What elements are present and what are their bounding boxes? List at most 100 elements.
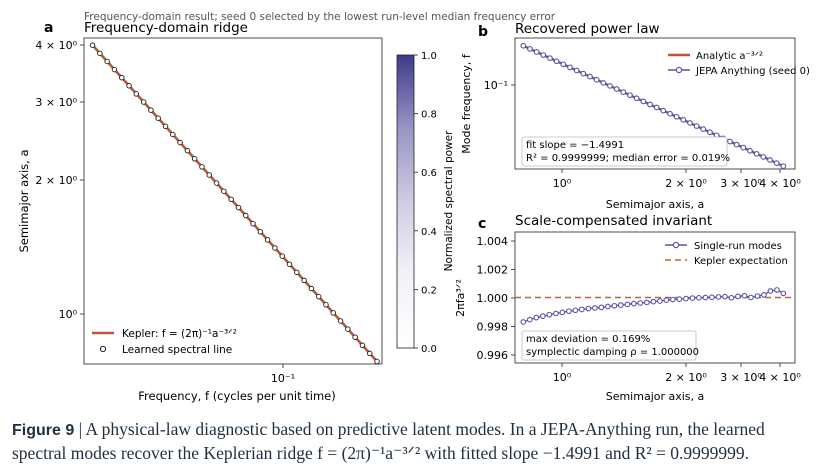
learned-spectral-point — [177, 139, 183, 146]
single-run-point — [735, 293, 741, 300]
colorbar-tick-label: 1.0 — [421, 51, 437, 62]
single-run-point — [553, 310, 559, 317]
single-run-point — [767, 288, 774, 294]
panel-b-stats-line2: R² = 0.9999999; median error = 0.019% — [526, 153, 730, 164]
single-run-point — [689, 295, 696, 301]
single-run-point — [754, 293, 761, 299]
panel-b-yticks: 10⁻¹ — [484, 79, 515, 92]
jepa-point — [687, 120, 693, 126]
single-run-point — [728, 294, 735, 301]
jepa-point — [633, 95, 640, 102]
jepa-point — [707, 129, 713, 136]
panel-b-letter: b — [478, 24, 488, 40]
jepa-point — [540, 52, 547, 58]
jepa-point — [647, 101, 653, 108]
jepa-point — [527, 46, 533, 52]
single-run-point — [644, 299, 650, 306]
panel-a-title: Frequency-domain ridge — [84, 20, 248, 36]
single-run-point — [722, 293, 728, 300]
jepa-point — [760, 154, 767, 160]
learned-spectral-point — [228, 196, 234, 203]
learned-spectral-point — [337, 318, 344, 324]
learned-spectral-point — [242, 212, 249, 219]
kepler-line — [91, 44, 379, 363]
learned-spectral-point — [345, 326, 351, 332]
learned-spectral-point — [323, 302, 329, 308]
panel-c: c Scale-compensated invariant 2πfa³ᐟ² Se… — [454, 213, 801, 403]
learned-spectral-point — [148, 107, 154, 113]
panel-c-xtick-label: 10⁰ — [553, 371, 572, 384]
jepa-point — [560, 61, 567, 68]
single-run-point — [702, 294, 709, 301]
colorbar-tick-label: 0.4 — [421, 227, 437, 238]
jepa-point — [667, 110, 673, 117]
panel-a-xticks: 10⁻¹ — [271, 364, 295, 385]
jepa-point — [607, 83, 613, 89]
jepa-point — [620, 89, 627, 95]
panel-c-xtick-label: 3 × 10⁰ — [720, 371, 762, 384]
jepa-point — [547, 55, 553, 61]
colorbar-tick-label: 0.2 — [421, 285, 437, 296]
panel-b: b Recovered power law Mode frequency, f … — [460, 21, 810, 211]
panel-a-yticks: 4 × 10⁰ 3 × 10⁰ 2 × 10⁰ 10⁰ — [35, 39, 84, 321]
learned-spectral-point — [308, 285, 315, 292]
learned-spectral-point — [221, 188, 227, 194]
single-run-point — [774, 287, 780, 293]
panel-a-legend: Kepler: f = (2π)⁻¹a⁻³ᐟ² Learned spectral… — [92, 328, 237, 356]
panel-a-legend-line-label: Kepler: f = (2π)⁻¹a⁻³ᐟ² — [122, 328, 237, 340]
panel-b-ylabel: Mode frequency, f — [460, 53, 473, 154]
panel-c-ytick-label: 0.998 — [477, 321, 509, 334]
learned-spectral-point — [191, 156, 198, 162]
panel-b-stats-line1: fit slope = −1.4991 — [526, 140, 624, 151]
jepa-point — [580, 70, 587, 77]
single-run-point — [676, 296, 683, 302]
jepa-point — [567, 64, 573, 71]
panel-a-xlabel: Frequency, f (cycles per unit time) — [138, 389, 335, 403]
learned-spectral-point — [359, 342, 366, 349]
jepa-point — [520, 42, 527, 49]
panel-a-ylabel: Semimajor axis, a — [17, 149, 31, 252]
learned-spectral-point — [206, 172, 213, 178]
single-run-point — [617, 302, 624, 308]
jepa-point — [747, 147, 753, 154]
learned-spectral-point — [97, 50, 103, 57]
jepa-point — [773, 160, 780, 166]
learned-spectral-point — [257, 229, 264, 235]
colorbar-tick-label: 0.0 — [421, 344, 437, 355]
learned-spectral-point — [104, 58, 110, 65]
caption-label: Figure 9 — [12, 422, 75, 439]
jepa-point — [753, 150, 760, 157]
single-run-point — [578, 306, 585, 313]
learned-spectral-point — [294, 269, 300, 276]
jepa-line — [522, 45, 784, 167]
colorbar-tick-label: 0.8 — [421, 110, 437, 121]
single-run-point — [624, 301, 631, 308]
learned-spectral-point — [213, 180, 220, 186]
panel-a-ytick-label: 4 × 10⁰ — [35, 39, 77, 52]
panel-c-xtick-label: 4 × 10⁰ — [759, 371, 801, 384]
figure: Frequency-domain result; seed 0 selected… — [17, 11, 810, 403]
panel-b-xticks: 10⁰ 2 × 10⁰ 3 × 10⁰ 4 × 10⁰ — [553, 169, 801, 190]
single-run-point — [780, 290, 787, 297]
panel-b-xtick-label: 2 × 10⁰ — [665, 177, 707, 190]
colorbar-tick-label: 0.6 — [421, 168, 437, 179]
panel-c-xlabel: Semimajor axis, a — [606, 390, 705, 403]
single-run-point — [631, 300, 637, 307]
panel-b-xtick-label: 4 × 10⁰ — [759, 177, 801, 190]
jepa-points — [520, 42, 787, 170]
learned-spectral-point — [330, 310, 337, 316]
jepa-point — [727, 138, 733, 145]
single-run-point — [533, 314, 540, 321]
jepa-point — [780, 163, 787, 170]
jepa-point — [627, 92, 633, 99]
single-run-point — [715, 294, 722, 300]
learned-spectral-point — [133, 91, 140, 97]
learned-spectral-point — [279, 253, 285, 259]
panel-c-legend-points-label: Single-run modes — [694, 241, 782, 252]
jepa-point — [573, 67, 580, 74]
learned-spectral-point — [286, 261, 293, 267]
single-run-points — [520, 287, 787, 325]
panel-c-stats-line2: symplectic damping ρ = 1.000000 — [526, 347, 699, 358]
single-run-point — [520, 319, 527, 325]
jepa-point — [653, 104, 660, 111]
